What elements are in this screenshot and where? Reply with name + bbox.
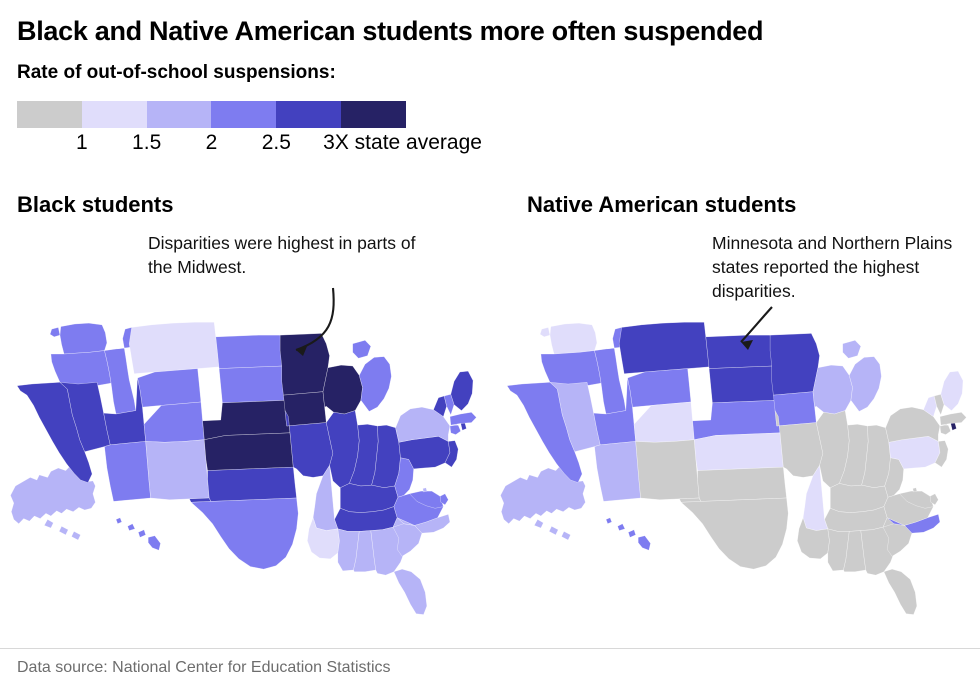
state-mt: Montana [619,322,710,374]
state-tx: Texas [190,497,299,570]
state-mn: Minnesota [279,333,330,396]
state-wy: Wyoming [627,368,692,408]
legend-swatch-1 [81,101,147,128]
state-mi: Michigan [842,340,882,412]
state-nh: New Hampshire [934,394,945,416]
footer-divider [0,648,980,649]
data-source-note: Data source: National Center for Educati… [17,659,391,676]
state-nj: New Jersey [934,440,949,468]
state-hi: Hawaii [115,517,161,551]
state-nd: North Dakota [705,334,774,369]
state-wy: Wyoming [137,368,202,408]
state-mt: Montana [129,322,220,374]
state-wv: West Virginia [394,457,414,498]
state-ri: Rhode Island [460,422,467,431]
choropleth-map-native: AlaskaHawaiiWashingtonOregonCaliforniaNe… [498,318,968,618]
state-az: Arizona [594,441,641,502]
state-la: Louisiana [307,517,340,560]
legend-tick-labels: 1 1.5 2 2.5 3X state average [17,131,537,159]
state-me: Maine [940,370,964,411]
state-nh: New Hampshire [444,394,455,416]
state-ri: Rhode Island [950,422,957,431]
state-ak: Alaska [500,464,586,541]
state-layer: AlaskaHawaiiWashingtonOregonCaliforniaNe… [500,322,967,615]
state-ks: Kansas [694,432,784,471]
legend-color-bar [17,101,406,128]
state-la: Louisiana [797,517,830,560]
state-ak: Alaska [10,464,96,541]
annotation-native: Minnesota and Northern Plains states rep… [712,233,953,301]
state-ma: Massachusetts [449,412,477,426]
state-sd: South Dakota [708,365,777,404]
state-wi: Wisconsin [812,364,853,415]
state-nc: North Carolina [887,514,941,534]
state-dc: District of Columbia [912,487,918,493]
choropleth-map-black: AlaskaHawaiiWashingtonOregonCaliforniaNe… [8,318,478,618]
state-mo: Missouri [284,410,334,478]
state-ks: Kansas [204,432,294,471]
legend-tick-3: 2.5 [261,131,291,154]
legend-swatch-4 [276,101,342,128]
legend-tick-4: 3X state average [323,131,482,154]
legend-swatch-0 [17,101,82,128]
state-co: Colorado [633,401,695,443]
page-title: Black and Native American students more … [17,16,764,46]
state-co: Colorado [143,401,205,443]
state-layer: AlaskaHawaiiWashingtonOregonCaliforniaNe… [10,322,477,615]
legend-caption: Rate of out-of-school suspensions: [17,62,336,83]
state-dc: District of Columbia [422,487,428,493]
state-hi: Hawaii [605,517,651,551]
state-de: Delaware [929,493,939,506]
panel-heading-native: Native American students [527,192,797,217]
legend-tick-1: 1.5 [132,131,162,154]
legend-swatch-5 [341,101,406,128]
legend-swatch-2 [146,101,212,128]
state-ma: Massachusetts [939,412,967,426]
state-sd: South Dakota [218,365,287,404]
state-nd: North Dakota [215,334,284,369]
state-ct: Connecticut [939,424,951,435]
state-az: Arizona [104,441,151,502]
state-fl: Florida [883,568,918,615]
state-me: Maine [450,370,474,411]
legend-tick-0: 1 [75,131,88,154]
state-wv: West Virginia [884,457,904,498]
state-nc: North Carolina [397,514,451,534]
legend-swatch-3 [211,101,277,128]
state-nm: New Mexico [635,439,700,500]
state-mn: Minnesota [769,333,820,396]
state-ia: Iowa [283,391,327,427]
state-fl: Florida [393,568,428,615]
panel-heading-black: Black students [17,192,174,217]
state-tx: Texas [680,497,789,570]
state-wa: Washington [539,322,598,355]
state-ct: Connecticut [449,424,461,435]
state-wi: Wisconsin [322,364,363,415]
state-mo: Missouri [774,410,824,478]
state-wa: Washington [49,322,108,355]
annotation-black: Disparities were highest in parts of the… [148,233,416,277]
state-ia: Iowa [773,391,817,427]
state-mi: Michigan [352,340,392,412]
state-nm: New Mexico [145,439,210,500]
legend-tick-2: 2 [205,131,218,154]
state-de: Delaware [439,493,449,506]
state-nj: New Jersey [444,440,459,468]
